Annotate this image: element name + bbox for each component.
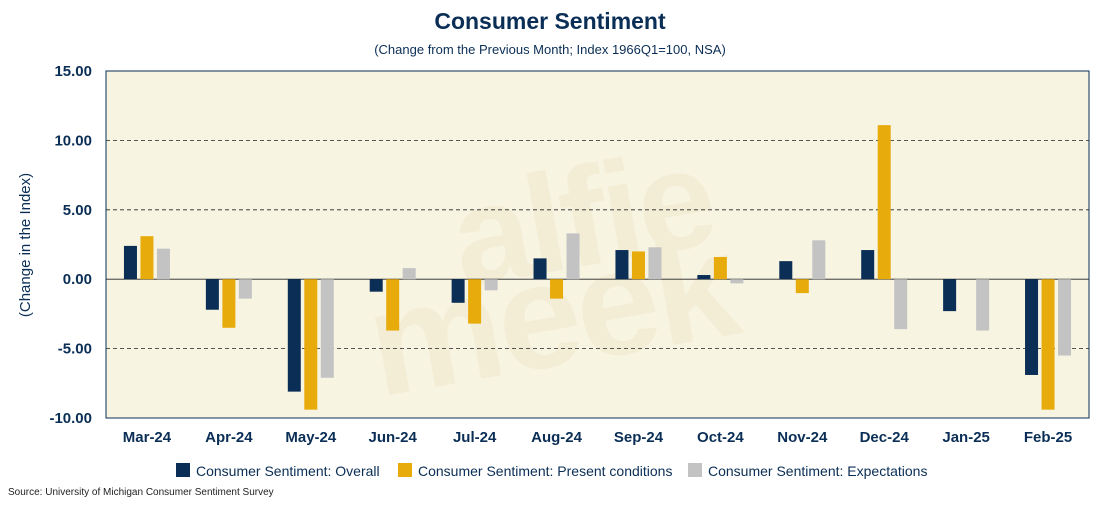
bar-overall [943, 279, 957, 312]
legend-swatch [398, 463, 412, 477]
bar-expectations [730, 279, 744, 284]
bar-present [304, 279, 318, 410]
bar-expectations [156, 248, 170, 280]
y-axis-label: (Change in the Index) [17, 173, 34, 317]
bar-overall [123, 245, 137, 280]
y-tick-label: 0.00 [63, 271, 92, 288]
legend-swatch [176, 463, 190, 477]
bar-expectations [976, 279, 990, 331]
y-tick-label: 10.00 [54, 132, 92, 149]
y-tick-labels: 15.00 10.00 5.00 0.00 -5.00 -10.00 [49, 63, 92, 427]
bar-expectations [402, 268, 416, 280]
bar-overall [451, 279, 465, 303]
bar-expectations [1058, 279, 1072, 356]
bar-present [713, 256, 727, 280]
bar-overall [533, 258, 547, 280]
source-note: Source: University of Michigan Consumer … [8, 487, 274, 498]
bar-overall [205, 279, 219, 310]
x-tick-label: Jan-25 [942, 429, 990, 446]
chart-subtitle: (Change from the Previous Month; Index 1… [374, 42, 726, 57]
x-tick-label: Mar-24 [123, 429, 172, 446]
bar-expectations [566, 233, 580, 280]
bar-overall [861, 250, 875, 280]
y-tick-label: 5.00 [63, 202, 92, 219]
bar-expectations [484, 279, 498, 291]
x-tick-label: Nov-24 [777, 429, 828, 446]
x-tick-label: May-24 [285, 429, 337, 446]
bar-overall [287, 279, 301, 392]
bar-expectations [320, 279, 334, 378]
x-tick-label: Jul-24 [453, 429, 497, 446]
bars-group [123, 125, 1072, 410]
bar-present [140, 236, 154, 280]
x-tick-label: Feb-25 [1024, 429, 1072, 446]
bar-expectations [238, 279, 252, 299]
bar-present [386, 279, 400, 331]
chart-title: Consumer Sentiment [434, 8, 666, 34]
bar-expectations [648, 247, 662, 280]
bar-present [877, 125, 891, 280]
bar-present [795, 279, 809, 294]
y-tick-label: -5.00 [58, 341, 92, 358]
x-tick-label: Apr-24 [205, 429, 253, 446]
bar-present [468, 279, 482, 324]
plot-area [105, 70, 1090, 419]
legend-label: Consumer Sentiment: Present conditions [418, 463, 672, 479]
bar-overall [779, 261, 793, 280]
bar-expectations [894, 279, 908, 330]
y-tick-label: 15.00 [54, 63, 92, 80]
bar-overall [697, 275, 711, 280]
x-tick-label: Jun-24 [369, 429, 418, 446]
bar-overall [615, 250, 629, 280]
x-tick-label: Aug-24 [531, 429, 582, 446]
legend-label: Consumer Sentiment: Overall [196, 463, 380, 479]
legend-label: Consumer Sentiment: Expectations [708, 463, 927, 479]
bar-expectations [812, 240, 826, 280]
legend: Consumer Sentiment: Overall Consumer Sent… [176, 463, 927, 479]
x-tick-label: Dec-24 [860, 429, 910, 446]
bar-overall [1025, 279, 1039, 375]
y-tick-label: -10.00 [49, 410, 92, 427]
bar-present [1041, 279, 1055, 410]
bar-present [222, 279, 236, 328]
bar-overall [369, 279, 383, 292]
x-tick-label: Sep-24 [614, 429, 664, 446]
bar-present [631, 251, 645, 280]
legend-swatch [688, 463, 702, 477]
x-tick-label: Oct-24 [697, 429, 744, 446]
x-tick-labels: Mar-24 Apr-24 May-24 Jun-24 Jul-24 Aug-24 Sep-… [123, 429, 1072, 446]
grid-lines [106, 139, 1089, 350]
bar-present [550, 279, 564, 299]
